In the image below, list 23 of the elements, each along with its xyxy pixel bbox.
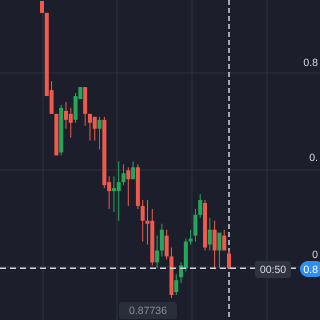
candlestick — [131, 160, 136, 180]
candlestick — [122, 164, 126, 186]
candlestick — [222, 229, 226, 251]
candlestick — [140, 199, 145, 242]
text: 0 — [312, 249, 318, 261]
candlestick — [126, 166, 130, 206]
candlestick — [217, 232, 222, 269]
candlestick — [198, 194, 202, 218]
candlestick — [212, 220, 217, 269]
candlestick — [174, 274, 178, 296]
text: 0.87736 — [129, 305, 168, 317]
candlestick — [155, 235, 160, 269]
text: 0.8 — [303, 57, 318, 69]
candlestick — [208, 217, 212, 251]
candlestick — [164, 229, 169, 260]
text: 0. — [309, 152, 318, 164]
candlestick — [98, 116, 102, 150]
text: 0.8 — [303, 264, 318, 276]
candlestick — [193, 208, 198, 242]
candlestick — [188, 229, 193, 246]
text: 00:50 — [260, 264, 286, 276]
candlestick — [160, 223, 164, 257]
candlestick — [227, 250, 231, 269]
